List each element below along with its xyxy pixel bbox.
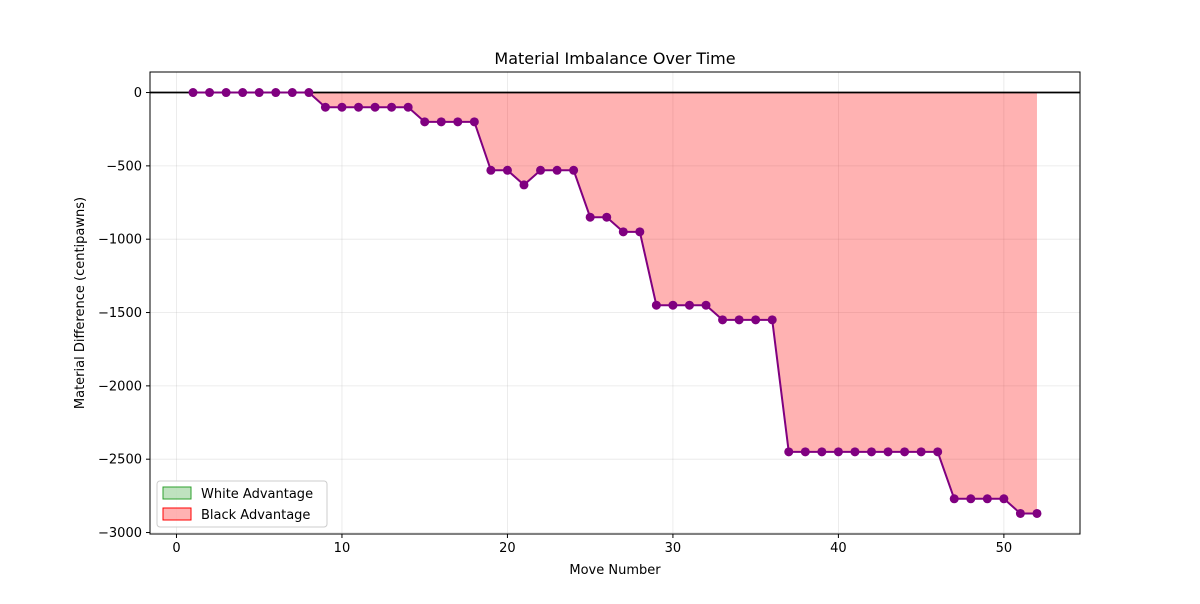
y-tick-label: 0 xyxy=(134,86,142,101)
data-point xyxy=(784,447,794,457)
data-point xyxy=(536,165,546,175)
data-point xyxy=(585,212,595,222)
data-point xyxy=(651,300,661,310)
data-point xyxy=(866,447,876,457)
x-tick-label: 50 xyxy=(996,541,1013,556)
legend-box xyxy=(156,480,328,528)
y-tick-label: −500 xyxy=(106,159,142,174)
data-point xyxy=(933,447,943,457)
data-point xyxy=(635,227,645,237)
data-point xyxy=(800,447,810,457)
data-point xyxy=(916,447,926,457)
data-point xyxy=(320,102,330,112)
data-point xyxy=(304,88,314,98)
data-point xyxy=(618,227,628,237)
data-point xyxy=(453,117,463,127)
data-point xyxy=(1032,508,1042,518)
data-point xyxy=(684,300,694,310)
data-point xyxy=(817,447,827,457)
data-point xyxy=(519,180,529,190)
data-point xyxy=(999,494,1009,504)
data-point xyxy=(552,165,562,175)
legend-label-white-advantage: White Advantage xyxy=(201,487,313,502)
data-point xyxy=(420,117,430,127)
y-tick-label: −2500 xyxy=(98,453,142,468)
data-point xyxy=(370,102,380,112)
material-series-line xyxy=(193,91,1037,515)
data-point xyxy=(221,88,231,98)
data-point xyxy=(966,494,976,504)
x-tick-label: 40 xyxy=(830,541,847,556)
data-point xyxy=(833,447,843,457)
data-point xyxy=(900,447,910,457)
series-line-layer xyxy=(193,91,1037,515)
y-tick-layer: 0 −500 −1000 −1500 −2000 −2500 −3000 xyxy=(98,86,150,541)
data-point xyxy=(354,102,364,112)
data-point xyxy=(982,494,992,504)
y-axis-label: Material Difference (centipawns) xyxy=(73,197,88,409)
data-point xyxy=(403,102,413,112)
data-point xyxy=(569,165,579,175)
data-point xyxy=(205,88,215,98)
data-point xyxy=(238,88,248,98)
data-point xyxy=(949,494,959,504)
y-tick-label: −1500 xyxy=(98,306,142,321)
data-point xyxy=(469,117,479,127)
data-point xyxy=(188,88,198,98)
plot-frame xyxy=(149,71,1081,535)
data-point xyxy=(254,88,264,98)
chart-title: Material Imbalance Over Time xyxy=(494,49,735,68)
data-point xyxy=(701,300,711,310)
data-point xyxy=(734,315,744,325)
y-tick-label: −1000 xyxy=(98,233,142,248)
data-point xyxy=(718,315,728,325)
x-tick-label: 20 xyxy=(499,541,516,556)
data-point xyxy=(751,315,761,325)
series-points-layer xyxy=(188,88,1042,518)
data-point xyxy=(287,88,297,98)
data-point xyxy=(602,212,612,222)
y-tick-label: −3000 xyxy=(98,526,142,541)
data-point xyxy=(337,102,347,112)
x-tick-label: 0 xyxy=(172,541,180,556)
data-point xyxy=(502,165,512,175)
legend-swatch-black-advantage xyxy=(162,507,192,521)
x-tick-label: 30 xyxy=(665,541,682,556)
data-point xyxy=(486,165,496,175)
data-point xyxy=(271,88,281,98)
legend: White Advantage Black Advantage xyxy=(156,480,328,528)
x-tick-layer: 0 10 20 30 40 50 xyxy=(172,534,1012,556)
data-point xyxy=(767,315,777,325)
data-point xyxy=(850,447,860,457)
x-tick-label: 10 xyxy=(334,541,351,556)
legend-swatch-white-advantage xyxy=(162,486,192,500)
data-point xyxy=(387,102,397,112)
data-point xyxy=(883,447,893,457)
data-point xyxy=(1015,508,1025,518)
x-axis-label: Move Number xyxy=(569,563,661,578)
legend-label-black-advantage: Black Advantage xyxy=(201,508,310,523)
data-point xyxy=(436,117,446,127)
data-point xyxy=(668,300,678,310)
y-tick-label: −2000 xyxy=(98,379,142,394)
